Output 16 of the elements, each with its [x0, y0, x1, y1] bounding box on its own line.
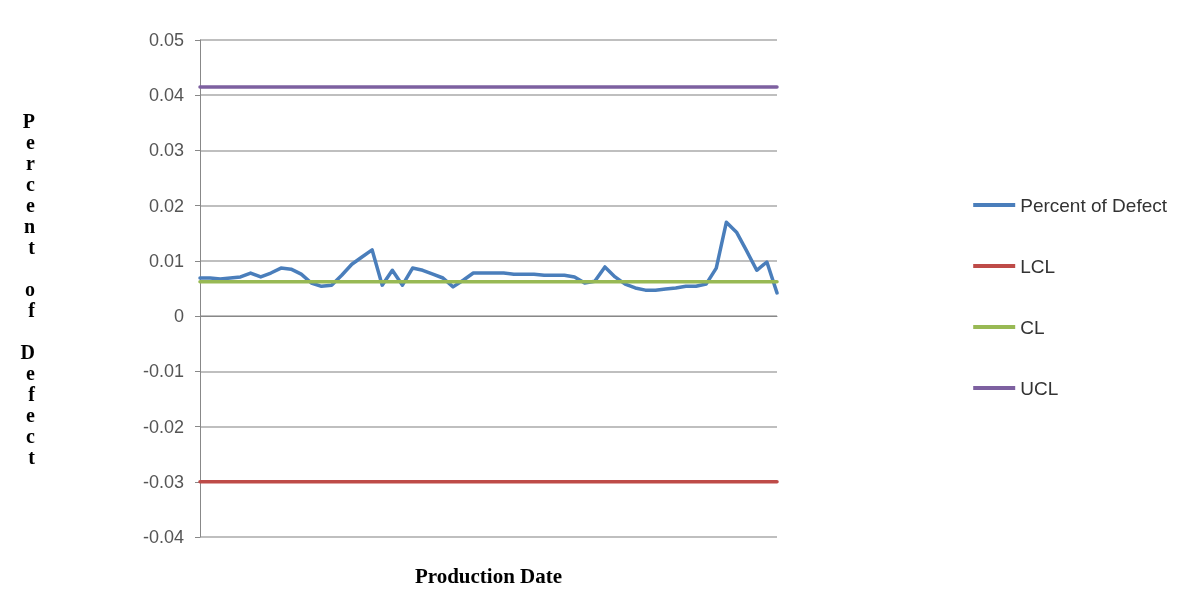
- y-tick-label: 0: [173, 306, 184, 327]
- y-tick-label: 0.01: [148, 250, 184, 271]
- legend-label: UCL: [1020, 377, 1059, 399]
- y-tick-label: 0.05: [148, 30, 184, 50]
- legend-label: Percent of Defect: [1020, 194, 1168, 216]
- y-tick-label: -0.02: [142, 416, 184, 437]
- y-tick-label: 0.03: [148, 140, 184, 161]
- legend-label: LCL: [1020, 255, 1056, 277]
- y-tick-label: -0.01: [142, 361, 184, 382]
- y-tick-label: -0.03: [142, 471, 184, 492]
- text: Percent of Defect: [20, 109, 35, 468]
- x-axis-title: Production Date: [414, 563, 563, 588]
- y-tick-label: -0.04: [142, 527, 184, 547]
- y-tick-label: 0.04: [148, 85, 184, 106]
- y-tick-label: 0.02: [148, 195, 184, 216]
- legend-label: CL: [1020, 316, 1045, 338]
